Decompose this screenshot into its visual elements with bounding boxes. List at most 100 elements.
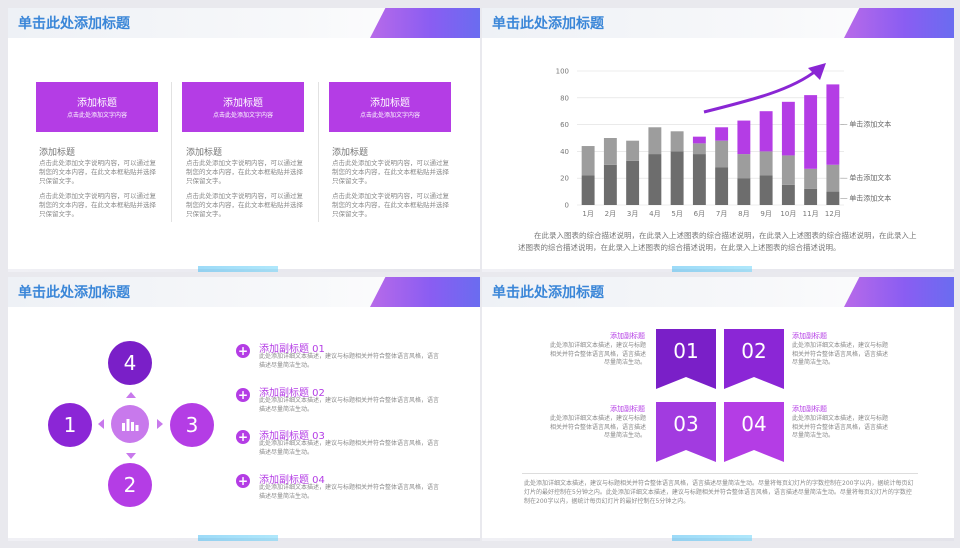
quadrant-title: 添加副标题: [792, 405, 827, 413]
item-title: 添加副标题 04: [259, 475, 325, 486]
column-heading: 添加标题: [186, 148, 223, 158]
bar-1: [781, 184, 795, 205]
x-tick-label: 5月: [671, 210, 682, 218]
bar-1: [826, 191, 840, 205]
header-accent: [370, 8, 480, 38]
bar-1: [759, 175, 773, 205]
item-desc: 此处添加详细文本描述，建议与标题相关并符合整体语言风格，语言描述尽量简洁生动。: [259, 484, 440, 500]
card-2[interactable]: 添加标题 点击此处添加文字内容: [182, 82, 304, 132]
bar-1: [737, 178, 751, 205]
x-tick-label: 10月: [780, 210, 796, 218]
x-tick-label: 7月: [716, 210, 727, 218]
circle-1[interactable]: 1: [48, 403, 92, 447]
ribbon-01[interactable]: 01: [656, 329, 716, 389]
plus-icon[interactable]: +: [236, 388, 250, 402]
column-text: 点击此处添加文字说明内容，可以通过复制您的文本内容，在此文本框粘贴并选择只保留文…: [332, 192, 449, 218]
card-subtitle: 点击此处添加文字内容: [66, 112, 127, 119]
bar-1: [603, 164, 617, 205]
bar-2: [781, 155, 795, 185]
x-tick-label: 9月: [760, 210, 771, 218]
legend-label: 单击添加文本: [849, 173, 891, 182]
column-heading: 添加标题: [332, 148, 369, 158]
arrow-down-icon: [126, 453, 136, 459]
slide-title[interactable]: 单击此处添加标题: [18, 16, 130, 32]
bar-1: [692, 154, 706, 205]
trend-arrow-head: [808, 63, 826, 80]
plus-icon[interactable]: +: [236, 474, 250, 488]
card-subtitle: 点击此处添加文字内容: [359, 112, 420, 119]
bar-3: [826, 84, 840, 165]
circle-4[interactable]: 4: [108, 341, 152, 385]
card-3[interactable]: 添加标题 点击此处添加文字内容: [329, 82, 451, 132]
quadrant-desc: 此处添加详细文本描述，建议与标题相关并符合整体语言风格，语言描述尽量简洁生动。: [549, 415, 646, 439]
quadrant-desc: 此处添加详细文本描述，建议与标题相关并符合整体语言风格，语言描述尽量简洁生动。: [792, 342, 889, 366]
card-title: 添加标题: [77, 98, 117, 109]
bar-1: [648, 154, 662, 205]
bar-1: [715, 167, 729, 205]
divider: [522, 473, 918, 474]
plus-icon[interactable]: +: [236, 344, 250, 358]
item-title: 添加副标题 01: [259, 344, 325, 355]
plus-icon[interactable]: +: [236, 430, 250, 444]
x-tick-label: 2月: [605, 210, 616, 218]
x-tick-label: 4月: [649, 210, 660, 218]
item-title: 添加副标题 03: [259, 431, 325, 442]
bar-3: [692, 136, 706, 144]
slide-title[interactable]: 单击此处添加标题: [18, 285, 130, 301]
column-text: 点击此处添加文字说明内容，可以通过复制您的文本内容，在此文本框粘贴并选择只保留文…: [186, 192, 303, 218]
slide-1[interactable]: 单击此处添加标题 添加标题 点击此处添加文字内容 添加标题 点击此处添加文字内容…: [8, 8, 480, 272]
bar-3: [759, 111, 773, 152]
bottom-description: 此处添加详细文本描述，建议与标题相关并符合整体语言风格，语言描述尽量简洁生动。尽…: [524, 480, 914, 505]
card-subtitle: 点击此处添加文字内容: [212, 112, 273, 119]
slide-2[interactable]: 单击此处添加标题 0 20 40 60 80 100 1月 2月 3月 4月 5月 6月 7月 8月 9月 1…: [482, 8, 954, 272]
bar-2: [670, 131, 684, 152]
ribbon-02[interactable]: 02: [724, 329, 784, 389]
ribbon-03[interactable]: 03: [656, 402, 716, 462]
bar-2: [626, 140, 640, 161]
circle-3[interactable]: 3: [170, 403, 214, 447]
footer-decoration: [672, 266, 752, 272]
y-tick-label: 20: [560, 175, 569, 183]
bar-2: [603, 138, 617, 165]
footer-decoration: [198, 535, 278, 541]
x-tick-label: 1月: [582, 210, 593, 218]
bar-1: [670, 151, 684, 205]
x-tick-label: 6月: [694, 210, 705, 218]
bar-2: [581, 146, 595, 176]
bar-2: [715, 140, 729, 168]
column-divider: [171, 82, 172, 222]
slide-title[interactable]: 单击此处添加标题: [492, 16, 604, 32]
column-text: 点击此处添加文字说明内容，可以通过复制您的文本内容，在此文本框粘贴并选择只保留文…: [39, 192, 156, 218]
bar-3: [715, 127, 729, 141]
bar-3: [804, 95, 818, 169]
circle-2[interactable]: 2: [108, 463, 152, 507]
quadrant-desc: 此处添加详细文本描述，建议与标题相关并符合整体语言风格，语言描述尽量简洁生动。: [792, 415, 889, 439]
legend-label: 单击添加文本: [849, 120, 891, 129]
item-desc: 此处添加详细文本描述，建议与标题相关并符合整体语言风格，语言描述尽量简洁生动。: [259, 353, 440, 369]
legend-label: 单击添加文本: [849, 193, 891, 202]
x-tick-label: 12月: [825, 210, 841, 218]
bar-2: [692, 143, 706, 155]
column-text: 点击此处添加文字说明内容，可以通过复制您的文本内容，在此文本框粘贴并选择只保留文…: [39, 159, 156, 185]
y-tick-label: 60: [560, 121, 569, 129]
slide-title[interactable]: 单击此处添加标题: [492, 285, 604, 301]
header-accent: [844, 277, 954, 307]
x-tick-label: 11月: [803, 210, 819, 218]
bar-2: [737, 154, 751, 179]
bar-2: [826, 164, 840, 192]
column-text: 点击此处添加文字说明内容，可以通过复制您的文本内容，在此文本框粘贴并选择只保留文…: [332, 159, 449, 185]
column-divider: [318, 82, 319, 222]
slide-4[interactable]: 单击此处添加标题 01 02 03 04 添加副标题 此处添加详细文本描述，建议…: [482, 277, 954, 541]
x-tick-label: 8月: [738, 210, 749, 218]
slide-3[interactable]: 单击此处添加标题 4 1 3 2 + 添加副标题 01 此处添加详细文本描述，建…: [8, 277, 480, 541]
bar-3: [737, 120, 751, 155]
bar-1: [581, 175, 595, 205]
quadrant-desc: 此处添加详细文本描述，建议与标题相关并符合整体语言风格，语言描述尽量简洁生动。: [549, 342, 646, 366]
card-1[interactable]: 添加标题 点击此处添加文字内容: [36, 82, 158, 132]
bar-2: [804, 168, 818, 189]
ribbon-04[interactable]: 04: [724, 402, 784, 462]
bar-1: [804, 188, 818, 205]
y-tick-label: 0: [565, 202, 569, 210]
center-chart-circle: [111, 405, 149, 443]
